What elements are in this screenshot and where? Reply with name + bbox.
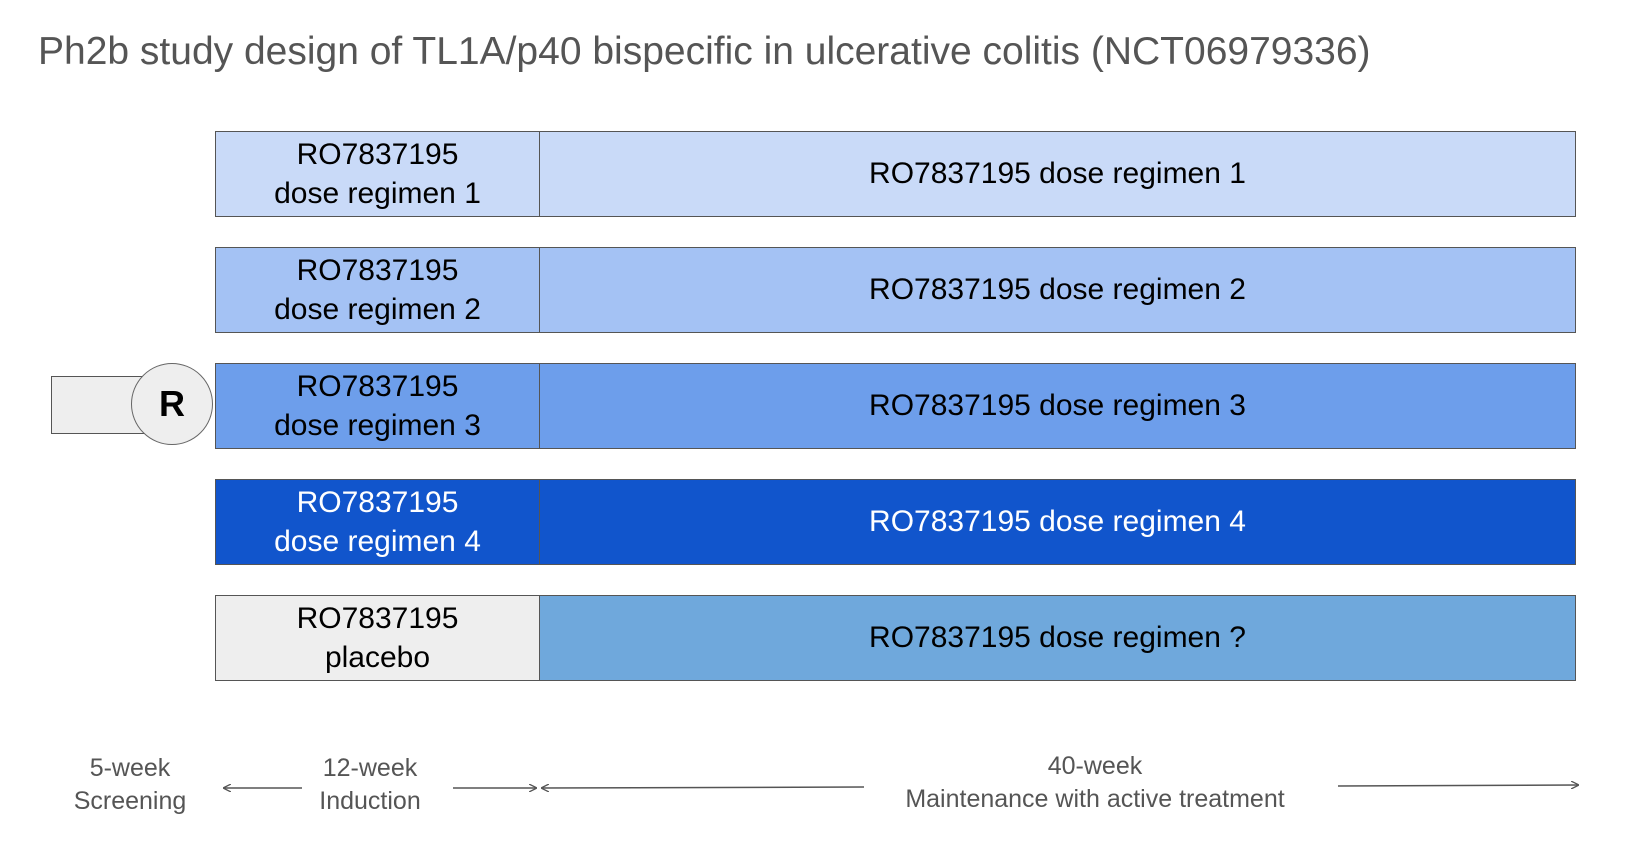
study-arm-1: RO7837195 dose regimen 1 RO7837195 dose … [215, 131, 1576, 217]
maintenance-cell: RO7837195 dose regimen 2 [540, 248, 1575, 332]
induction-cell: RO7837195 dose regimen 1 [216, 132, 540, 216]
screening-duration: 5-week [89, 754, 171, 782]
maintenance-duration: 40-week [1047, 752, 1143, 780]
induction-regimen-label: dose regimen 2 [274, 293, 481, 326]
induction-drug-label: RO7837195 [296, 370, 459, 403]
maintenance-cell: RO7837195 dose regimen 4 [540, 480, 1575, 564]
induction-regimen-label: dose regimen 4 [274, 525, 481, 558]
induction-cell: RO7837195 dose regimen 4 [216, 480, 540, 564]
maintenance-label: Maintenance with active treatment [905, 785, 1285, 813]
induction-label: Induction [319, 787, 421, 815]
induction-regimen-label: dose regimen 3 [274, 409, 481, 442]
study-arm-placebo: RO7837195 placebo RO7837195 dose regimen… [215, 595, 1576, 681]
screening-label: Screening [73, 787, 187, 815]
study-arm-3: RO7837195 dose regimen 3 RO7837195 dose … [215, 363, 1576, 449]
induction-cell: RO7837195 dose regimen 2 [216, 248, 540, 332]
timeline-induction: 12-week Induction [300, 752, 440, 818]
randomization-circle: R [131, 363, 213, 445]
maintenance-cell: RO7837195 dose regimen 3 [540, 364, 1575, 448]
maintenance-cell: RO7837195 dose regimen ? [540, 596, 1575, 680]
induction-regimen-label: placebo [324, 641, 431, 674]
timeline-screening: 5-week Screening [60, 752, 200, 818]
induction-regimen-label: dose regimen 1 [274, 177, 481, 210]
study-arm-2: RO7837195 dose regimen 2 RO7837195 dose … [215, 247, 1576, 333]
induction-duration: 12-week [322, 754, 418, 782]
induction-drug-label: RO7837195 [296, 254, 459, 287]
induction-drug-label: RO7837195 [296, 138, 459, 171]
maintenance-cell: RO7837195 dose regimen 1 [540, 132, 1575, 216]
induction-cell: RO7837195 dose regimen 3 [216, 364, 540, 448]
induction-drug-label: RO7837195 [296, 602, 459, 635]
study-arm-4: RO7837195 dose regimen 4 RO7837195 dose … [215, 479, 1576, 565]
maintenance-arrow-left [542, 787, 865, 788]
timeline-maintenance: 40-week Maintenance with active treatmen… [870, 750, 1320, 816]
diagram-title: Ph2b study design of TL1A/p40 bispecific… [38, 30, 1371, 73]
maintenance-arrow-right [1337, 785, 1578, 786]
induction-cell: RO7837195 placebo [216, 596, 540, 680]
induction-drug-label: RO7837195 [296, 486, 459, 519]
